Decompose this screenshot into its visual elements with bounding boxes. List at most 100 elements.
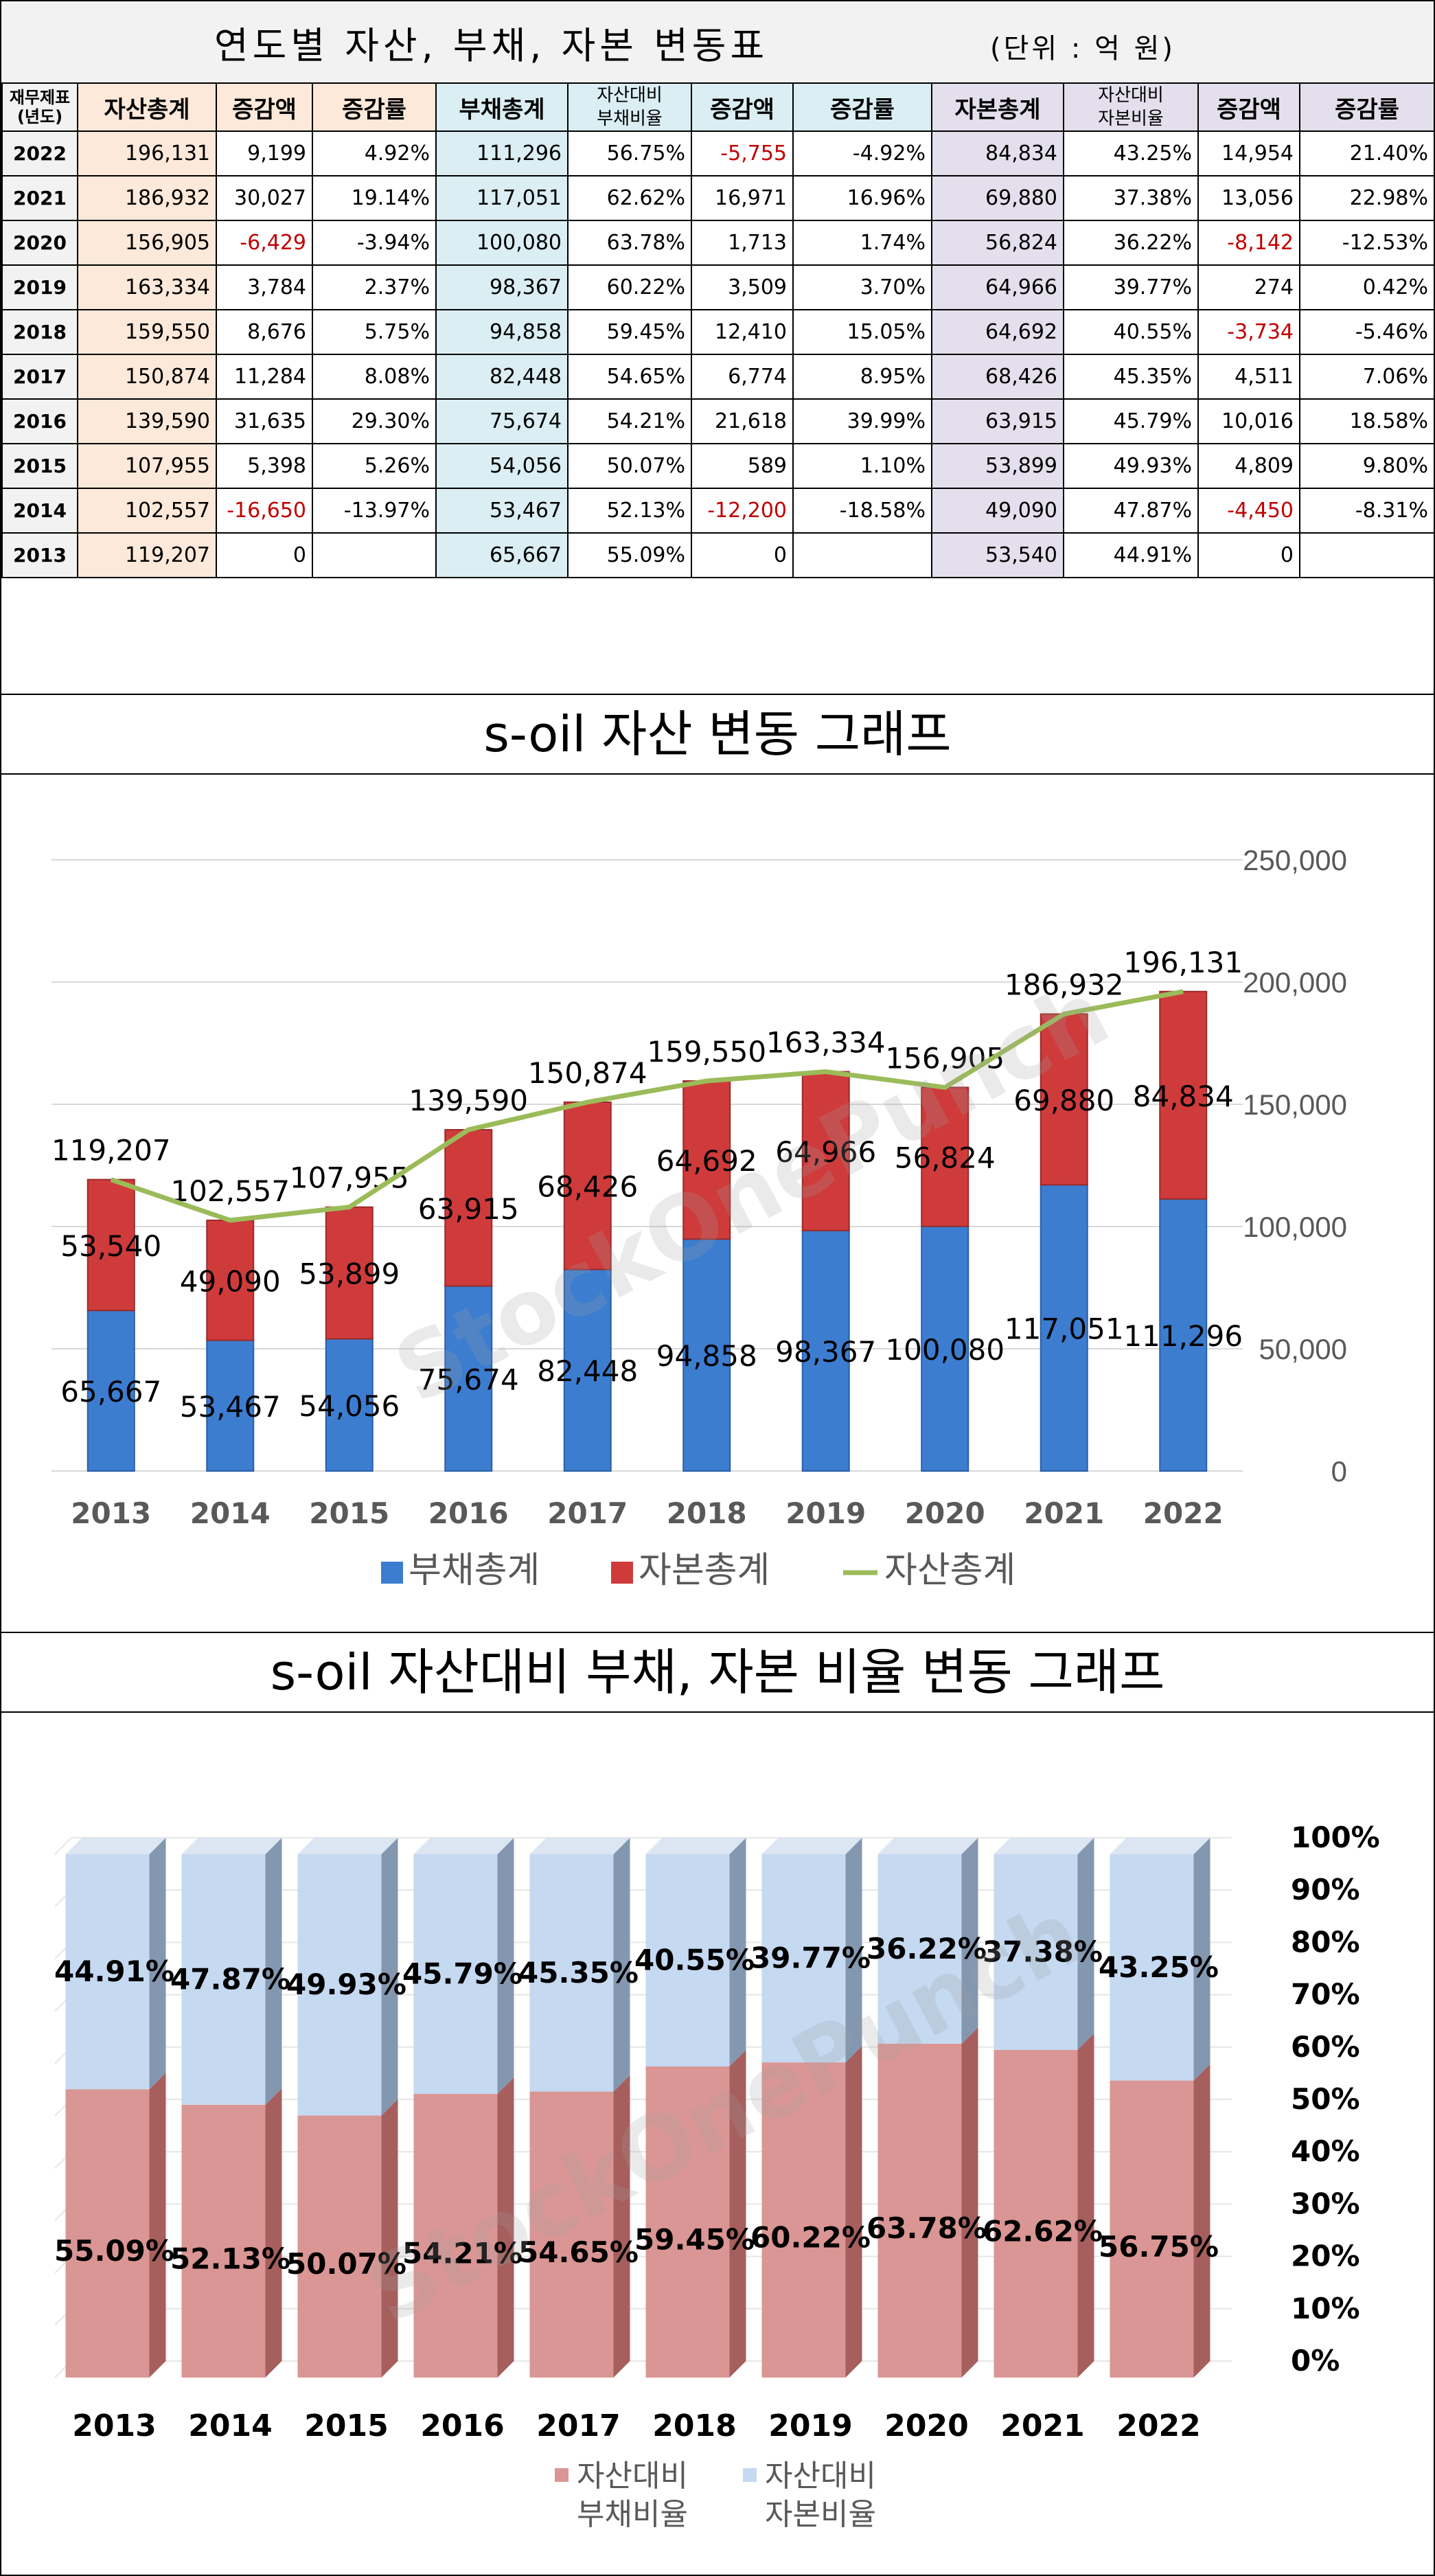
table-cell: -13.97% bbox=[312, 488, 437, 534]
x-tick-label: 2017 bbox=[547, 1496, 628, 1530]
table-cell: 0 bbox=[216, 532, 313, 578]
debt-ratio-label: 52.13% bbox=[170, 2242, 290, 2275]
table-cell: 12,410 bbox=[691, 309, 794, 355]
bar-debt-ratio-side bbox=[149, 2073, 166, 2378]
debt-ratio-label: 50.07% bbox=[286, 2247, 406, 2281]
table-cell: -8.31% bbox=[1299, 488, 1435, 534]
table-cell: 52.13% bbox=[567, 488, 692, 534]
table-cell: 39.77% bbox=[1063, 264, 1199, 310]
bar-debt bbox=[206, 1339, 255, 1472]
legend-label-equity-ratio: 자산대비 자본비율 bbox=[765, 2459, 876, 2532]
table-cell: -3,734 bbox=[1197, 309, 1300, 355]
table-title-bar: 연도별 자산, 부채, 자본 변동표 (단위 : 억 원) bbox=[1, 1, 1434, 84]
table-cell: 98,367 bbox=[435, 264, 569, 310]
chart2-title: s-oil 자산대비 부채, 자본 비율 변동 그래프 bbox=[1, 1632, 1434, 1713]
bar-top bbox=[761, 1838, 862, 1854]
bar-equity-ratio-side bbox=[613, 1838, 630, 2092]
table-cell: 56.75% bbox=[567, 130, 692, 176]
bar-equity bbox=[682, 1080, 731, 1240]
table-cell: -4,450 bbox=[1197, 488, 1300, 534]
table-cell: -5,755 bbox=[691, 130, 794, 176]
bar-equity bbox=[563, 1101, 612, 1270]
bar-debt-ratio-side bbox=[381, 2099, 398, 2378]
table-cell: 3,784 bbox=[216, 264, 313, 310]
bar-top bbox=[413, 1838, 514, 1854]
header-equity-ratio: 자산대비 자본비율 bbox=[1063, 82, 1199, 132]
table-cell: 53,467 bbox=[435, 488, 569, 534]
table-cell: 18.58% bbox=[1299, 398, 1435, 444]
debt-value-label: 117,051 bbox=[1004, 1312, 1124, 1346]
table-cell: 3,509 bbox=[691, 264, 794, 310]
table-cell bbox=[792, 532, 932, 578]
table-cell: 54.21% bbox=[567, 398, 692, 444]
table-cell: 274 bbox=[1197, 264, 1300, 310]
debt-ratio-label: 60.22% bbox=[750, 2221, 871, 2255]
table-cell: 63.78% bbox=[567, 220, 692, 266]
bar-equity-ratio bbox=[877, 1854, 962, 2044]
y-tick-label: 60% bbox=[1291, 2030, 1360, 2064]
debt-ratio-label: 59.45% bbox=[634, 2222, 755, 2256]
y-tick-label: 100,000 bbox=[1243, 1211, 1347, 1243]
table-cell: 16.96% bbox=[792, 175, 932, 221]
table-cell: 29.30% bbox=[312, 398, 437, 444]
bar-debt-ratio-side bbox=[613, 2075, 630, 2378]
y-tick-label: 150,000 bbox=[1243, 1088, 1347, 1121]
table-header-row: 재무제표 (년도) 자산총계 증감액 증감률 부채총계 자산대비 부채비율 증감… bbox=[1, 82, 1435, 132]
chart1-title: s-oil 자산 변동 그래프 bbox=[1, 694, 1434, 775]
bar-equity bbox=[1159, 990, 1208, 1200]
table-cell: 63,915 bbox=[931, 398, 1064, 444]
table-cell: 15.05% bbox=[792, 309, 932, 355]
header-liabilities-rate: 증감률 bbox=[792, 82, 932, 132]
y-tick-label: 200,000 bbox=[1243, 966, 1347, 999]
financial-table: 재무제표 (년도) 자산총계 증감액 증감률 부채총계 자산대비 부채비율 증감… bbox=[1, 82, 1435, 578]
table-cell: 62.62% bbox=[567, 175, 692, 221]
table-cell: 59.45% bbox=[567, 309, 692, 355]
x-tick-label: 2022 bbox=[1143, 1496, 1224, 1530]
bar-debt-ratio bbox=[297, 2115, 382, 2378]
x-tick-label: 2013 bbox=[72, 2408, 156, 2443]
equity-value-label: 53,540 bbox=[60, 1229, 161, 1263]
bar-equity bbox=[206, 1219, 255, 1341]
equity-ratio-label: 37.38% bbox=[983, 1935, 1103, 1968]
header-total-liabilities: 부채총계 bbox=[435, 82, 569, 132]
bar-equity-ratio-side bbox=[1077, 1838, 1094, 2050]
bar-debt-ratio-side bbox=[1077, 2033, 1094, 2378]
table-cell: 156,905 bbox=[77, 220, 217, 266]
table-cell: 111,296 bbox=[435, 130, 569, 176]
table-cell: 119,207 bbox=[77, 532, 217, 578]
table-cell: 5.26% bbox=[312, 443, 437, 489]
bar-debt bbox=[1040, 1184, 1088, 1472]
table-cell: 45.35% bbox=[1063, 354, 1199, 400]
bar-top bbox=[529, 1838, 630, 1854]
bar-equity-ratio bbox=[529, 1854, 614, 2092]
table-cell: 102,557 bbox=[77, 488, 217, 534]
debt-ratio-label: 56.75% bbox=[1099, 2230, 1219, 2264]
y-tick-label: 30% bbox=[1291, 2187, 1360, 2220]
bar-equity-ratio-side bbox=[845, 1838, 862, 2063]
table-cell: 14,954 bbox=[1197, 130, 1300, 176]
total-value-label: 186,932 bbox=[1004, 968, 1124, 1002]
bar-debt-ratio bbox=[994, 2049, 1078, 2378]
y-tick-label: 50% bbox=[1291, 2082, 1360, 2116]
legend-label-equity: 자본총계 bbox=[639, 1550, 770, 1591]
header-equity-change: 증감액 bbox=[1197, 82, 1300, 132]
equity-value-label: 68,426 bbox=[537, 1170, 638, 1204]
table-row: 2014 102,557 -16,650 -13.97% 53,467 52.13% -12… bbox=[1, 488, 1435, 534]
debt-value-label: 82,448 bbox=[537, 1354, 638, 1388]
table-cell: -12,200 bbox=[691, 488, 794, 534]
table-cell: 54.65% bbox=[567, 354, 692, 400]
total-assets-line bbox=[110, 989, 1184, 1223]
total-value-label: 139,590 bbox=[409, 1084, 528, 1117]
bar-equity-ratio-side bbox=[497, 1838, 514, 2094]
table-cell-year: 2022 bbox=[1, 130, 78, 176]
table-cell: 8,676 bbox=[216, 309, 313, 355]
ratio-stacked-chart: 0% 10% 20% 30% 40% 50% 60% 70% 80% 90% 100% 55.09% 4… bbox=[54, 1821, 1380, 2532]
table-cell-year: 2016 bbox=[1, 398, 78, 444]
table-cell: 82,448 bbox=[435, 354, 569, 400]
debt-value-label: 54,056 bbox=[299, 1389, 400, 1423]
bar-debt-ratio-side bbox=[265, 2088, 282, 2378]
table-cell: 159,550 bbox=[77, 309, 217, 355]
table-row: 2013 119,207 0 65,667 55.09% 0 53,540 44.91% 0 bbox=[1, 532, 1435, 578]
equity-ratio-label: 39.77% bbox=[750, 1941, 871, 1975]
table-cell: 43.25% bbox=[1063, 130, 1199, 176]
